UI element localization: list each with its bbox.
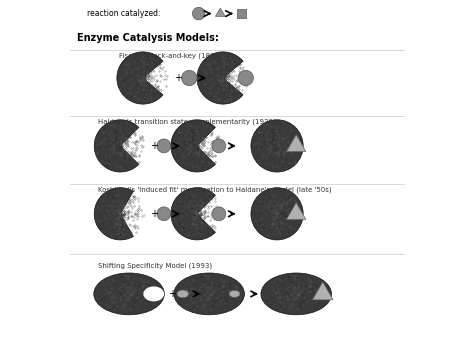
- Bar: [237, 9, 246, 18]
- Circle shape: [157, 139, 171, 153]
- Ellipse shape: [177, 290, 189, 298]
- Polygon shape: [312, 282, 333, 300]
- Ellipse shape: [174, 273, 245, 315]
- Text: Haldane's transition state complementarity (1930): Haldane's transition state complementari…: [98, 118, 275, 125]
- Ellipse shape: [94, 273, 164, 315]
- Text: Shifting Specificity Model (1993): Shifting Specificity Model (1993): [98, 263, 212, 269]
- Wedge shape: [171, 120, 215, 172]
- Wedge shape: [171, 188, 215, 240]
- Circle shape: [251, 120, 303, 172]
- Text: +: +: [168, 289, 176, 299]
- Circle shape: [212, 207, 226, 221]
- Ellipse shape: [144, 287, 164, 301]
- Wedge shape: [117, 52, 163, 104]
- Polygon shape: [286, 203, 306, 219]
- Circle shape: [212, 139, 226, 153]
- Text: Koshland's 'induced fit' modification to Haldane's model (late '50s): Koshland's 'induced fit' modification to…: [98, 186, 331, 193]
- Text: Enzyme Catalysis Models:: Enzyme Catalysis Models:: [77, 33, 219, 43]
- Circle shape: [238, 70, 254, 86]
- Text: reaction catalyzed:: reaction catalyzed:: [87, 9, 161, 18]
- Wedge shape: [197, 52, 243, 104]
- Text: +: +: [150, 209, 158, 219]
- Circle shape: [192, 7, 205, 20]
- Ellipse shape: [261, 273, 331, 315]
- Circle shape: [157, 207, 171, 221]
- Text: +: +: [150, 141, 158, 151]
- Ellipse shape: [229, 290, 240, 297]
- Circle shape: [251, 188, 303, 240]
- Polygon shape: [216, 8, 225, 16]
- Wedge shape: [94, 120, 139, 172]
- Text: +: +: [174, 73, 182, 83]
- Wedge shape: [94, 188, 133, 240]
- Text: Fischer's lock-and-key (1894): Fischer's lock-and-key (1894): [118, 52, 221, 59]
- Polygon shape: [286, 135, 306, 152]
- Circle shape: [182, 70, 197, 86]
